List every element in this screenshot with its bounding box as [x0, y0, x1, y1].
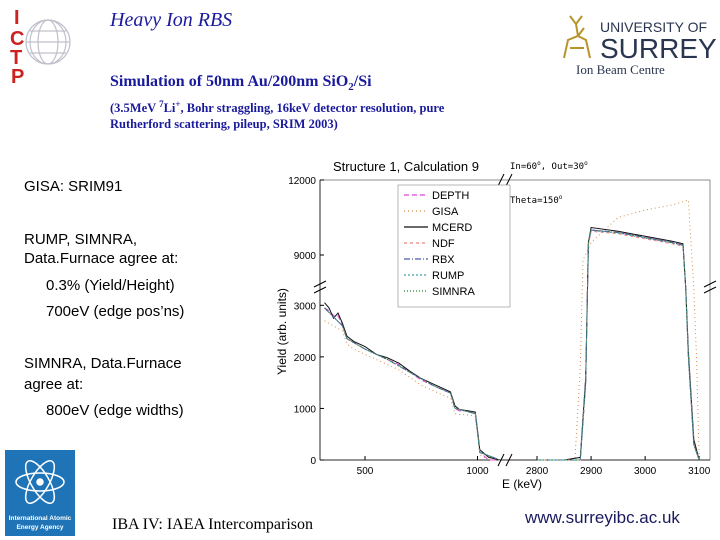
- subtitle-subscript: 2: [348, 81, 354, 94]
- chart-title: Structure 1, Calculation 9: [333, 159, 479, 174]
- gisa-note: GISA: SRIM91: [24, 178, 123, 195]
- iaea-line-1: International Atomic: [9, 515, 72, 522]
- x-axis-break-top: [497, 173, 513, 187]
- globe-icon: [25, 19, 71, 65]
- stag-icon: [563, 15, 591, 59]
- x-tick-label: 2800: [526, 466, 549, 477]
- y-tick-label: 1000: [294, 404, 317, 415]
- simnra-line-2: agree at:: [24, 376, 84, 393]
- page-title: Heavy Ion RBS: [110, 9, 233, 31]
- y-axis-label: Yield (arb. units): [275, 288, 289, 375]
- x-tick-label: 1000: [466, 466, 489, 477]
- rump-item-2: 700eV (edge pos’ns): [46, 303, 185, 320]
- cond-pre: (3.5MeV: [110, 101, 160, 116]
- chart-legend: DEPTH GISA MCERD NDF RBX RUMP SIMNRA: [397, 184, 511, 308]
- legend-label: SIMNRA: [432, 286, 475, 298]
- iaea-logo: International Atomic Energy Agency: [5, 450, 75, 536]
- legend-label: RUMP: [432, 270, 464, 282]
- footer-text: IBA IV: IAEA Intercomparison: [112, 516, 313, 533]
- rump-line-1: RUMP, SIMNRA,: [24, 231, 138, 248]
- simnra-item-1: 800eV (edge widths): [46, 402, 184, 419]
- surrey-text: SURREY: [600, 33, 716, 64]
- series-line-mcerd: [324, 226, 700, 461]
- angles-annotation: In=60o, Out=30o: [510, 160, 588, 172]
- cond-li: Li: [163, 101, 176, 116]
- conditions-line-2: Rutherford scattering, pileup, SRIM 2003…: [110, 117, 338, 131]
- rump-line-2: Data.Furnace agree at:: [24, 250, 179, 267]
- subtitle: Simulation of 50nm Au/200nm SiO2/Si: [110, 73, 372, 93]
- chart-series: [324, 199, 700, 461]
- legend-label: DEPTH: [432, 190, 469, 202]
- y-tick-label: 9000: [294, 251, 317, 262]
- series-line-ndf: [324, 230, 700, 461]
- university-of-text: UNIVERSITY OF: [600, 19, 707, 35]
- legend-label: NDF: [432, 238, 455, 250]
- ion-beam-centre-label: Ion Beam Centre: [576, 62, 665, 77]
- cond-post: , Bohr straggling, 16keV detector resolu…: [180, 101, 445, 116]
- legend-label: RBX: [432, 254, 455, 266]
- subtitle-tail: /Si: [353, 73, 372, 90]
- plot-frame: [319, 179, 711, 461]
- series-line-simnra: [324, 229, 700, 461]
- y-tick-label: 3000: [294, 301, 317, 312]
- ictp-letter-i: I: [14, 7, 20, 29]
- series-line-rump: [324, 229, 700, 461]
- chart-axes: [313, 173, 717, 467]
- chart-ticks: 500 1000 2800 2900 3000 3100 0 1000 2000 3000 9000…: [288, 176, 711, 477]
- ictp-letter-t: T: [10, 47, 22, 69]
- footer-url[interactable]: www.surreyibc.ac.uk: [525, 508, 680, 527]
- ictp-letter-c: C: [10, 28, 24, 50]
- legend-label: MCERD: [432, 222, 472, 234]
- rbs-spectrum-chart: Structure 1, Calculation 9 In=60o, Out=3…: [275, 159, 717, 491]
- ictp-letter-p: P: [11, 66, 24, 86]
- subtitle-main: Simulation of 50nm Au/200nm SiO: [110, 73, 349, 90]
- theta-annotation: Theta=150o: [510, 194, 563, 206]
- simnra-line-1: SIMNRA, Data.Furnace: [24, 355, 182, 372]
- conditions-line-1: (3.5MeV 7Li+, Bohr straggling, 16keV det…: [110, 99, 444, 116]
- y-tick-label: 2000: [294, 353, 317, 364]
- rump-item-1: 0.3% (Yield/Height): [46, 277, 175, 294]
- x-tick-label: 2900: [580, 466, 603, 477]
- series-line-depth: [324, 229, 700, 461]
- x-axis-label: E (keV): [502, 477, 542, 491]
- x-axis-break-bottom: [497, 453, 513, 467]
- surrey-logo: UNIVERSITY OF SURREY: [563, 15, 716, 64]
- legend-label: GISA: [432, 206, 459, 218]
- series-line-rbx: [324, 229, 700, 461]
- atom-icon: [15, 459, 65, 505]
- cond-mass: 7: [159, 99, 164, 109]
- x-tick-label: 3000: [634, 466, 657, 477]
- y-tick-label: 12000: [288, 176, 316, 187]
- series-line-gisa: [324, 199, 700, 461]
- y-axis-break-right: [703, 280, 717, 294]
- x-tick-label: 3100: [688, 466, 711, 477]
- legend-box: [397, 184, 511, 308]
- y-tick-label: 0: [310, 456, 316, 467]
- y-axis-break-left: [313, 280, 327, 294]
- ictp-logo: I C T P: [10, 7, 71, 86]
- iaea-line-2: Energy Agency: [16, 524, 63, 531]
- x-tick-label: 500: [357, 466, 374, 477]
- cond-charge: +: [175, 99, 181, 109]
